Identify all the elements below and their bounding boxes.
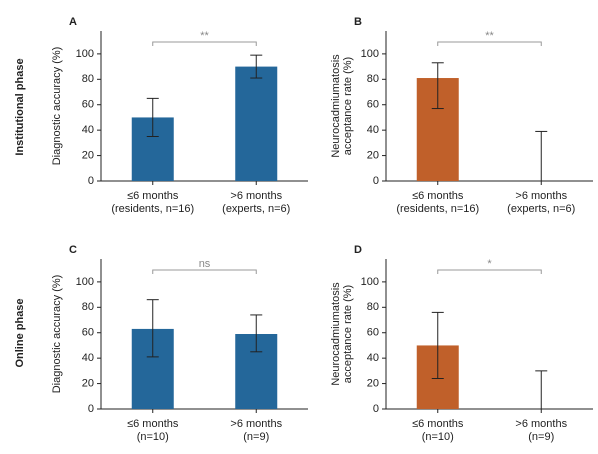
y-tick-label: 0 xyxy=(373,403,379,415)
row-label: Institutional phase xyxy=(14,58,26,155)
x-tick-label: >6 months xyxy=(230,190,282,202)
significance-bracket xyxy=(152,269,257,274)
significance-bracket xyxy=(437,41,542,46)
y-axis-label: Diagnostic accuracy (%) xyxy=(51,275,63,394)
y-tick-label: 60 xyxy=(82,327,94,339)
significance-label: ns xyxy=(199,258,211,270)
y-tick-label: 20 xyxy=(367,149,379,161)
x-tick-label: ≤6 months xyxy=(412,190,464,202)
y-tick-label: 100 xyxy=(361,48,379,60)
y-tick-label: 20 xyxy=(367,377,379,389)
significance-label: ** xyxy=(200,30,209,42)
y-axis-label: Diagnostic accuracy (%) xyxy=(51,47,63,166)
y-tick-label: 100 xyxy=(361,276,379,288)
y-tick-label: 40 xyxy=(82,124,94,136)
y-tick-label: 80 xyxy=(367,73,379,85)
x-tick-label: ≤6 months xyxy=(127,190,179,202)
x-tick-label: (n=9) xyxy=(528,431,554,443)
x-tick-label: (n=9) xyxy=(243,431,269,443)
x-tick-label: (experts, n=6) xyxy=(507,203,575,215)
y-tick-label: 100 xyxy=(76,276,94,288)
y-tick-label: 100 xyxy=(76,48,94,60)
significance-bracket xyxy=(152,41,257,46)
x-tick-label: (n=10) xyxy=(137,431,169,443)
y-tick-label: 40 xyxy=(367,352,379,364)
y-tick-label: 40 xyxy=(367,124,379,136)
y-axis-label: acceptance rate (%) xyxy=(342,57,354,155)
x-tick-label: (n=10) xyxy=(422,431,454,443)
y-tick-label: 20 xyxy=(82,149,94,161)
panel-label: C xyxy=(69,244,77,256)
y-tick-label: 0 xyxy=(88,403,94,415)
y-tick-label: 80 xyxy=(367,301,379,313)
y-tick-label: 40 xyxy=(82,352,94,364)
x-tick-label: (residents, n=16) xyxy=(111,203,194,215)
x-tick-label: (experts, n=6) xyxy=(222,203,290,215)
significance-label: ** xyxy=(485,30,494,42)
bar xyxy=(235,66,278,181)
x-tick-label: >6 months xyxy=(515,418,567,430)
x-tick-label: ≤6 months xyxy=(412,418,464,430)
panel-label: D xyxy=(354,244,362,256)
y-tick-label: 0 xyxy=(373,175,379,187)
y-tick-label: 80 xyxy=(82,73,94,85)
significance-label: * xyxy=(487,258,492,270)
row-label: Online phase xyxy=(14,298,26,367)
y-axis-label: Neurocadmiumatosis xyxy=(330,54,342,158)
x-tick-label: ≤6 months xyxy=(127,418,179,430)
x-tick-label: >6 months xyxy=(230,418,282,430)
panel-label: A xyxy=(69,16,77,28)
y-tick-label: 60 xyxy=(82,99,94,111)
panel-label: B xyxy=(354,16,362,28)
y-tick-label: 0 xyxy=(88,175,94,187)
y-axis-label: acceptance rate (%) xyxy=(342,285,354,383)
y-tick-label: 80 xyxy=(82,301,94,313)
y-axis-label: Neurocadmiumatosis xyxy=(330,282,342,386)
x-tick-label: (residents, n=16) xyxy=(396,203,479,215)
y-tick-label: 60 xyxy=(367,99,379,111)
y-tick-label: 20 xyxy=(82,377,94,389)
x-tick-label: >6 months xyxy=(515,190,567,202)
y-tick-label: 60 xyxy=(367,327,379,339)
significance-bracket xyxy=(437,269,542,274)
